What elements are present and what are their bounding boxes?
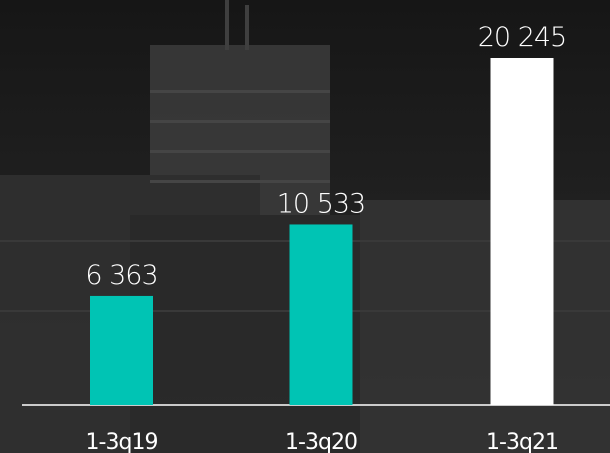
- x-tick-label: 1-3q20: [285, 430, 357, 453]
- bar: [289, 224, 353, 405]
- bar: [490, 58, 554, 405]
- x-tick-label: 1-3q21: [486, 430, 558, 453]
- value-label: 6 363: [85, 260, 157, 291]
- bar: [90, 295, 153, 405]
- value-label: 10 533: [277, 188, 365, 219]
- x-tick-label: 1-3q19: [86, 430, 158, 453]
- value-label: 20 245: [478, 22, 566, 53]
